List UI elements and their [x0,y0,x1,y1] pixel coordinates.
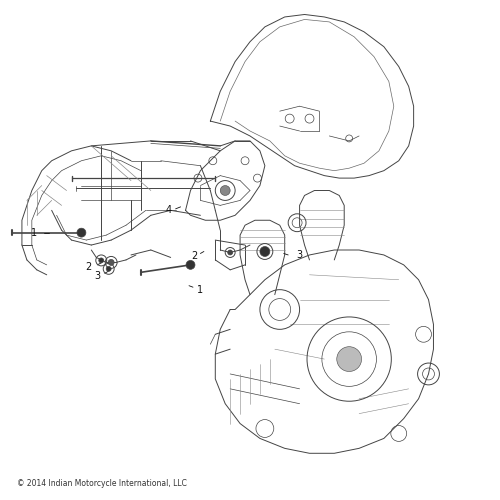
Circle shape [220,186,230,196]
Circle shape [108,260,114,266]
Text: 4: 4 [165,206,172,216]
Circle shape [99,258,103,263]
Text: 3: 3 [296,250,302,260]
Circle shape [106,266,111,272]
Circle shape [228,250,232,255]
Text: 2: 2 [192,252,198,262]
Text: 1: 1 [32,228,38,237]
Circle shape [186,260,195,270]
Text: 3: 3 [94,272,100,281]
Text: 1: 1 [198,284,203,294]
Circle shape [337,346,361,372]
Circle shape [260,246,270,256]
Text: © 2014 Indian Motorcycle International, LLC: © 2014 Indian Motorcycle International, … [17,479,187,488]
Circle shape [77,228,86,237]
Text: 2: 2 [86,262,92,272]
